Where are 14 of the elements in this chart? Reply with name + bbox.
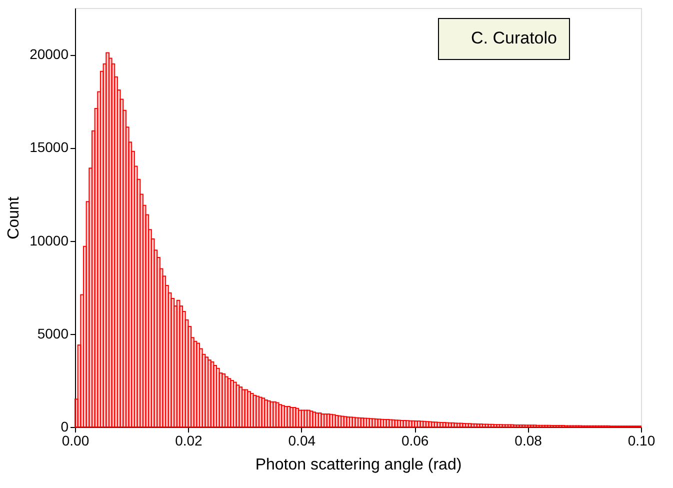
x-axis-title: Photon scattering angle (rad) (255, 456, 462, 474)
y-tick-label: 15000 (30, 139, 69, 156)
x-tick-label: 0.04 (288, 432, 316, 448)
x-tick-label: 0.06 (401, 432, 429, 448)
y-tick-label: 20000 (30, 46, 69, 62)
annotation: C. Curatolo (471, 28, 557, 48)
x-tick-label: 0.00 (62, 432, 90, 448)
x-tick-label: 0.08 (514, 432, 542, 448)
x-tick-label: 0.02 (175, 432, 203, 448)
y-tick-label: 5000 (37, 325, 69, 342)
x-tick-label: 0.10 (628, 432, 656, 448)
y-tick-label: 10000 (30, 232, 69, 248)
y-tick-label: 0 (60, 418, 69, 434)
y-axis-title: Count (6, 196, 23, 240)
